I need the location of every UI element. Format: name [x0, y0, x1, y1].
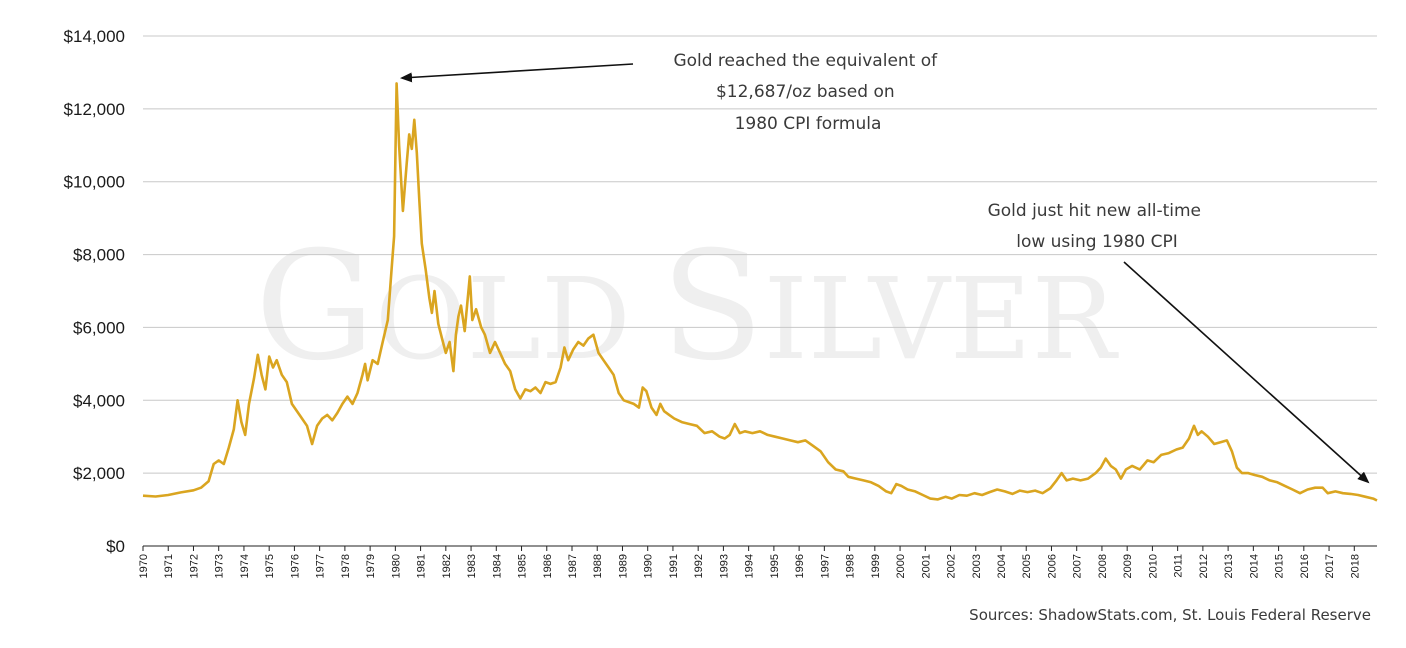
x-tick-label: 1976	[289, 554, 301, 578]
x-tick-label: 1993	[718, 554, 730, 578]
watermark: GOLD SILVER	[255, 220, 1120, 394]
x-tick-label: 1996	[794, 554, 806, 578]
x-tick-label: 2007	[1072, 554, 1084, 578]
x-tick-label: 1971	[163, 554, 175, 578]
x-tick-label: 1980	[390, 554, 402, 578]
gold-price-line	[142, 82, 1378, 502]
x-tick-label: 1988	[592, 554, 604, 578]
x-tick-label: 2014	[1248, 554, 1260, 578]
x-tick-label: 2018	[1349, 554, 1361, 578]
watermark-ilver: ILVER	[764, 255, 1120, 385]
peak-annotation: Gold reached the equivalent of $12,687/o…	[673, 51, 942, 134]
x-tick-label: 1979	[365, 554, 377, 578]
x-tick-label: 1997	[819, 554, 831, 578]
x-tick-label: 2011	[1173, 554, 1185, 578]
x-tick-label: 2001	[920, 554, 932, 578]
x-tick-label: 2002	[946, 554, 958, 578]
x-tick-label: 1989	[617, 554, 629, 578]
x-tick-label: 1992	[693, 554, 705, 578]
y-axis-ticks: $0 $2,000 $4,000 $6,000 $8,000 $10,000 $12,000…	[64, 27, 125, 556]
x-tick-label: 1983	[466, 554, 478, 578]
x-tick-label: 1972	[188, 554, 200, 578]
peak-annotation-line-1: Gold reached the equivalent of	[673, 51, 938, 71]
x-tick-label: 1977	[315, 554, 327, 578]
x-tick-label: 1973	[214, 554, 226, 578]
y-tick-label: $2,000	[73, 464, 125, 483]
low-annotation: Gold just hit new all-time low using 198…	[988, 201, 1207, 252]
x-tick-label: 1985	[517, 554, 529, 578]
low-annotation-line-2: low using 1980 CPI	[1016, 232, 1178, 252]
watermark-big-s: S	[661, 220, 764, 394]
x-tick-label: 1982	[441, 554, 453, 578]
x-tick-label: 2005	[1021, 554, 1033, 578]
x-tick-label: 2016	[1299, 554, 1311, 578]
x-tick-label: 2009	[1122, 554, 1134, 578]
x-tick-label: 2013	[1223, 554, 1235, 578]
x-tick-label: 1975	[264, 554, 276, 578]
y-tick-label: $4,000	[73, 391, 125, 410]
y-tick-label: $6,000	[73, 318, 125, 337]
x-tick-label: 2006	[1046, 554, 1058, 578]
x-tick-label: 1999	[870, 554, 882, 578]
x-tick-label: 1984	[491, 554, 503, 578]
peak-annotation-line-2: $12,687/oz based on	[716, 82, 895, 102]
peak-annotation-line-3: 1980 CPI formula	[735, 114, 882, 134]
source-note: Sources: ShadowStats.com, St. Louis Fede…	[969, 606, 1371, 624]
x-tick-label: 2010	[1147, 554, 1159, 578]
x-tick-label: 1994	[744, 554, 756, 578]
y-tick-label: $0	[106, 537, 125, 556]
x-tick-label: 1987	[567, 554, 579, 578]
x-tick-label: 1974	[239, 554, 251, 578]
x-tick-label: 1995	[769, 554, 781, 578]
x-tick-label: 2008	[1097, 554, 1109, 578]
x-tick-label: 2004	[996, 554, 1008, 578]
x-tick-label: 2003	[971, 554, 983, 578]
y-tick-label: $14,000	[64, 27, 125, 46]
x-tick-label: 1978	[340, 554, 352, 578]
x-tick-label: 2012	[1198, 554, 1210, 578]
x-tick-label: 1981	[416, 554, 428, 578]
x-tick-label: 2017	[1324, 554, 1336, 578]
x-tick-label: 1998	[845, 554, 857, 578]
y-tick-label: $10,000	[64, 173, 125, 192]
x-tick-label: 1986	[542, 554, 554, 578]
x-tick-label: 2000	[895, 554, 907, 578]
watermark-old: OLD	[375, 255, 631, 385]
x-tick-label: 1991	[668, 554, 680, 578]
x-tick-label: 1970	[138, 554, 150, 578]
y-tick-label: $8,000	[73, 246, 125, 265]
peak-annotation-arrow	[400, 63, 634, 83]
low-annotation-line-1: Gold just hit new all-time	[988, 201, 1201, 221]
x-tick-label: 2015	[1274, 554, 1286, 578]
x-axis-ticks: 1970 1971 1972 1973 1974 1975 1976 1977 1978 1979…	[138, 546, 1361, 578]
low-annotation-arrow	[1123, 261, 1370, 484]
x-tick-label: 1990	[643, 554, 655, 578]
y-tick-label: $12,000	[64, 100, 125, 119]
